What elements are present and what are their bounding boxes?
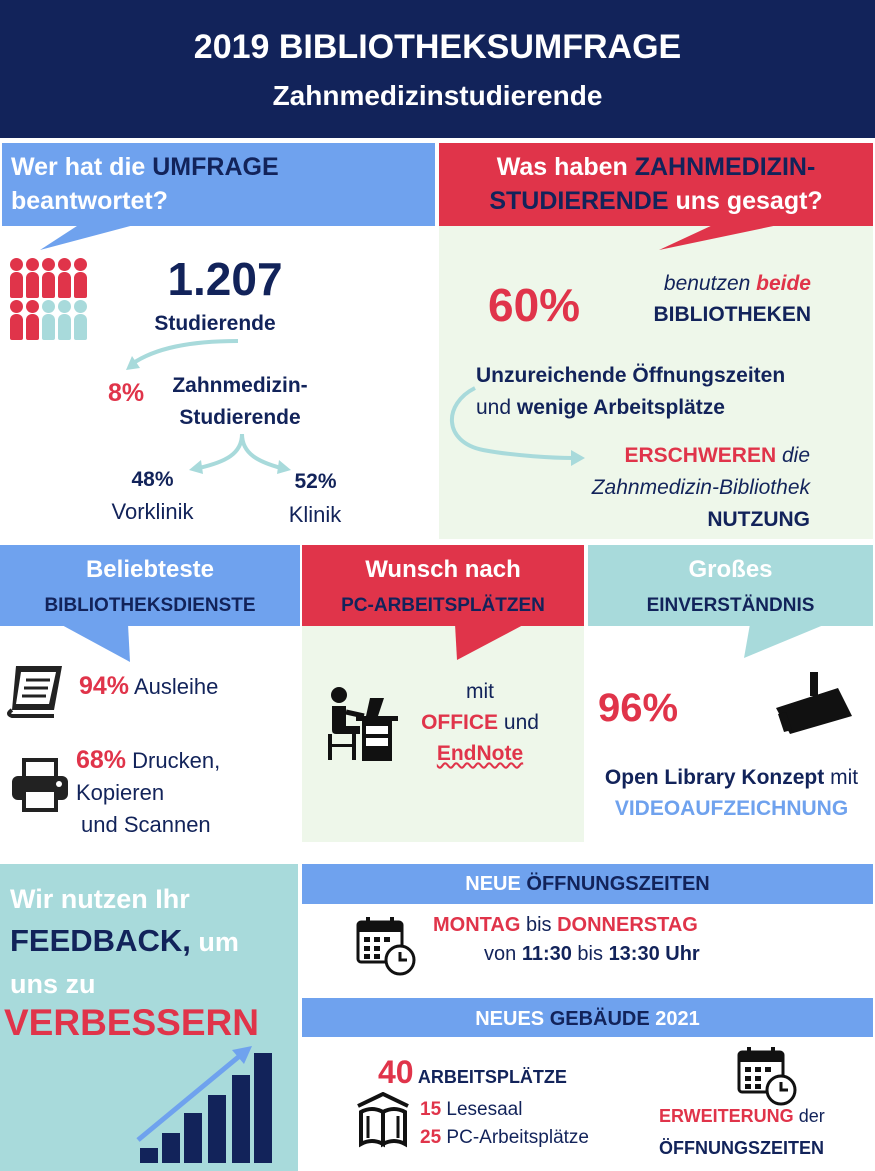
preclinic-percent: 48% — [131, 468, 174, 491]
speech-pointer — [744, 624, 826, 658]
desk-worker-icon — [328, 687, 398, 761]
said-heading: Was haben ZAHNMEDIZIN- STUDIERENDE uns g… — [489, 153, 823, 215]
problem-text: Unzureichende Öffnungszeiten und wenige … — [476, 364, 786, 419]
pc-heading: Wunsch nach PC-ARBEITSPLÄTZEN — [341, 556, 545, 616]
pc-heading-box — [302, 545, 584, 626]
hours-heading-box — [302, 864, 873, 904]
seats-stat: 40 ARBEITSPLÄTZE — [378, 1054, 567, 1090]
hours-time: von 11:30 bis 13:30 Uhr — [484, 943, 700, 965]
page-title: 2019 BIBLIOTHEKSUMFRAGE — [193, 28, 682, 66]
calendar-clock-icon — [737, 1047, 797, 1106]
said-content-box — [439, 226, 873, 539]
feedback-improve: VERBESSERN — [4, 1002, 259, 1043]
both-libraries-label: benutzen beide BIBLIOTHEKEN — [653, 272, 812, 326]
respondents-total: 1.207 — [167, 253, 283, 305]
respondents-total-label: Studierende — [154, 312, 276, 335]
people-icon — [10, 258, 92, 344]
result-text: ERSCHWEREN die Zahnmedizin-Bibliothek NU… — [591, 444, 810, 531]
pc-wish-text: mit OFFICE und EndNote — [421, 680, 539, 765]
agreement-heading: Großes EINVERSTÄNDNIS — [646, 556, 815, 616]
agreement-heading-box — [588, 545, 873, 626]
split-arrow — [189, 433, 291, 474]
hours-days: MONTAG bis DONNERSTAG — [433, 914, 698, 936]
header-banner — [0, 0, 875, 138]
dental-percent: 8% — [108, 379, 145, 407]
seat-breakdown: 15 Lesesaal 25 PC-Arbeitsplätze — [420, 1099, 589, 1148]
calendar-clock-icon — [356, 917, 416, 976]
services-heading-box — [0, 545, 300, 626]
respondents-heading: Wer hat die UMFRAGE beantwortet? — [11, 153, 279, 215]
printer-icon — [12, 758, 68, 812]
print-stat: 68% Drucken, Kopieren und Scannen — [76, 746, 221, 837]
speech-pointer — [455, 624, 525, 660]
hours-heading: NEUE ÖFFNUNGSZEITEN — [465, 873, 710, 895]
clinic-label: Klinik — [288, 502, 342, 527]
dental-label: Zahnmedizin- Studierende — [172, 374, 308, 429]
building-heading: NEUES GEBÄUDE 2021 — [475, 1008, 700, 1030]
speech-pointer — [60, 624, 130, 662]
agreement-label: Open Library Konzept mit VIDEOAUFZEICHNU… — [604, 766, 859, 820]
speech-pointer — [40, 224, 138, 250]
feedback-text: Wir nutzen Ihr FEEDBACK, um uns zu — [10, 884, 239, 999]
both-libraries-percent: 60% — [488, 279, 581, 331]
preclinic-label: Vorklinik — [111, 499, 194, 524]
extension-text: ERWEITERUNG der ÖFFNUNGSZEITEN — [659, 1106, 825, 1158]
page-subtitle: Zahnmedizinstudierende — [272, 80, 603, 111]
speech-pointer — [659, 224, 783, 250]
growth-chart-icon — [134, 1040, 279, 1165]
respondents-heading-box — [2, 143, 435, 226]
services-heading: Beliebteste BIBLIOTHEKSDIENSTE — [44, 556, 256, 616]
building-heading-box — [302, 998, 873, 1037]
curve-arrow — [449, 386, 585, 466]
book-icon — [7, 666, 62, 718]
curve-arrow — [126, 339, 239, 370]
clinic-percent: 52% — [294, 470, 337, 493]
camera-icon — [776, 672, 852, 734]
agreement-percent: 96% — [598, 686, 679, 730]
said-heading-box — [439, 143, 873, 226]
loan-stat: 94% Ausleihe — [79, 672, 219, 700]
library-icon — [357, 1092, 409, 1148]
